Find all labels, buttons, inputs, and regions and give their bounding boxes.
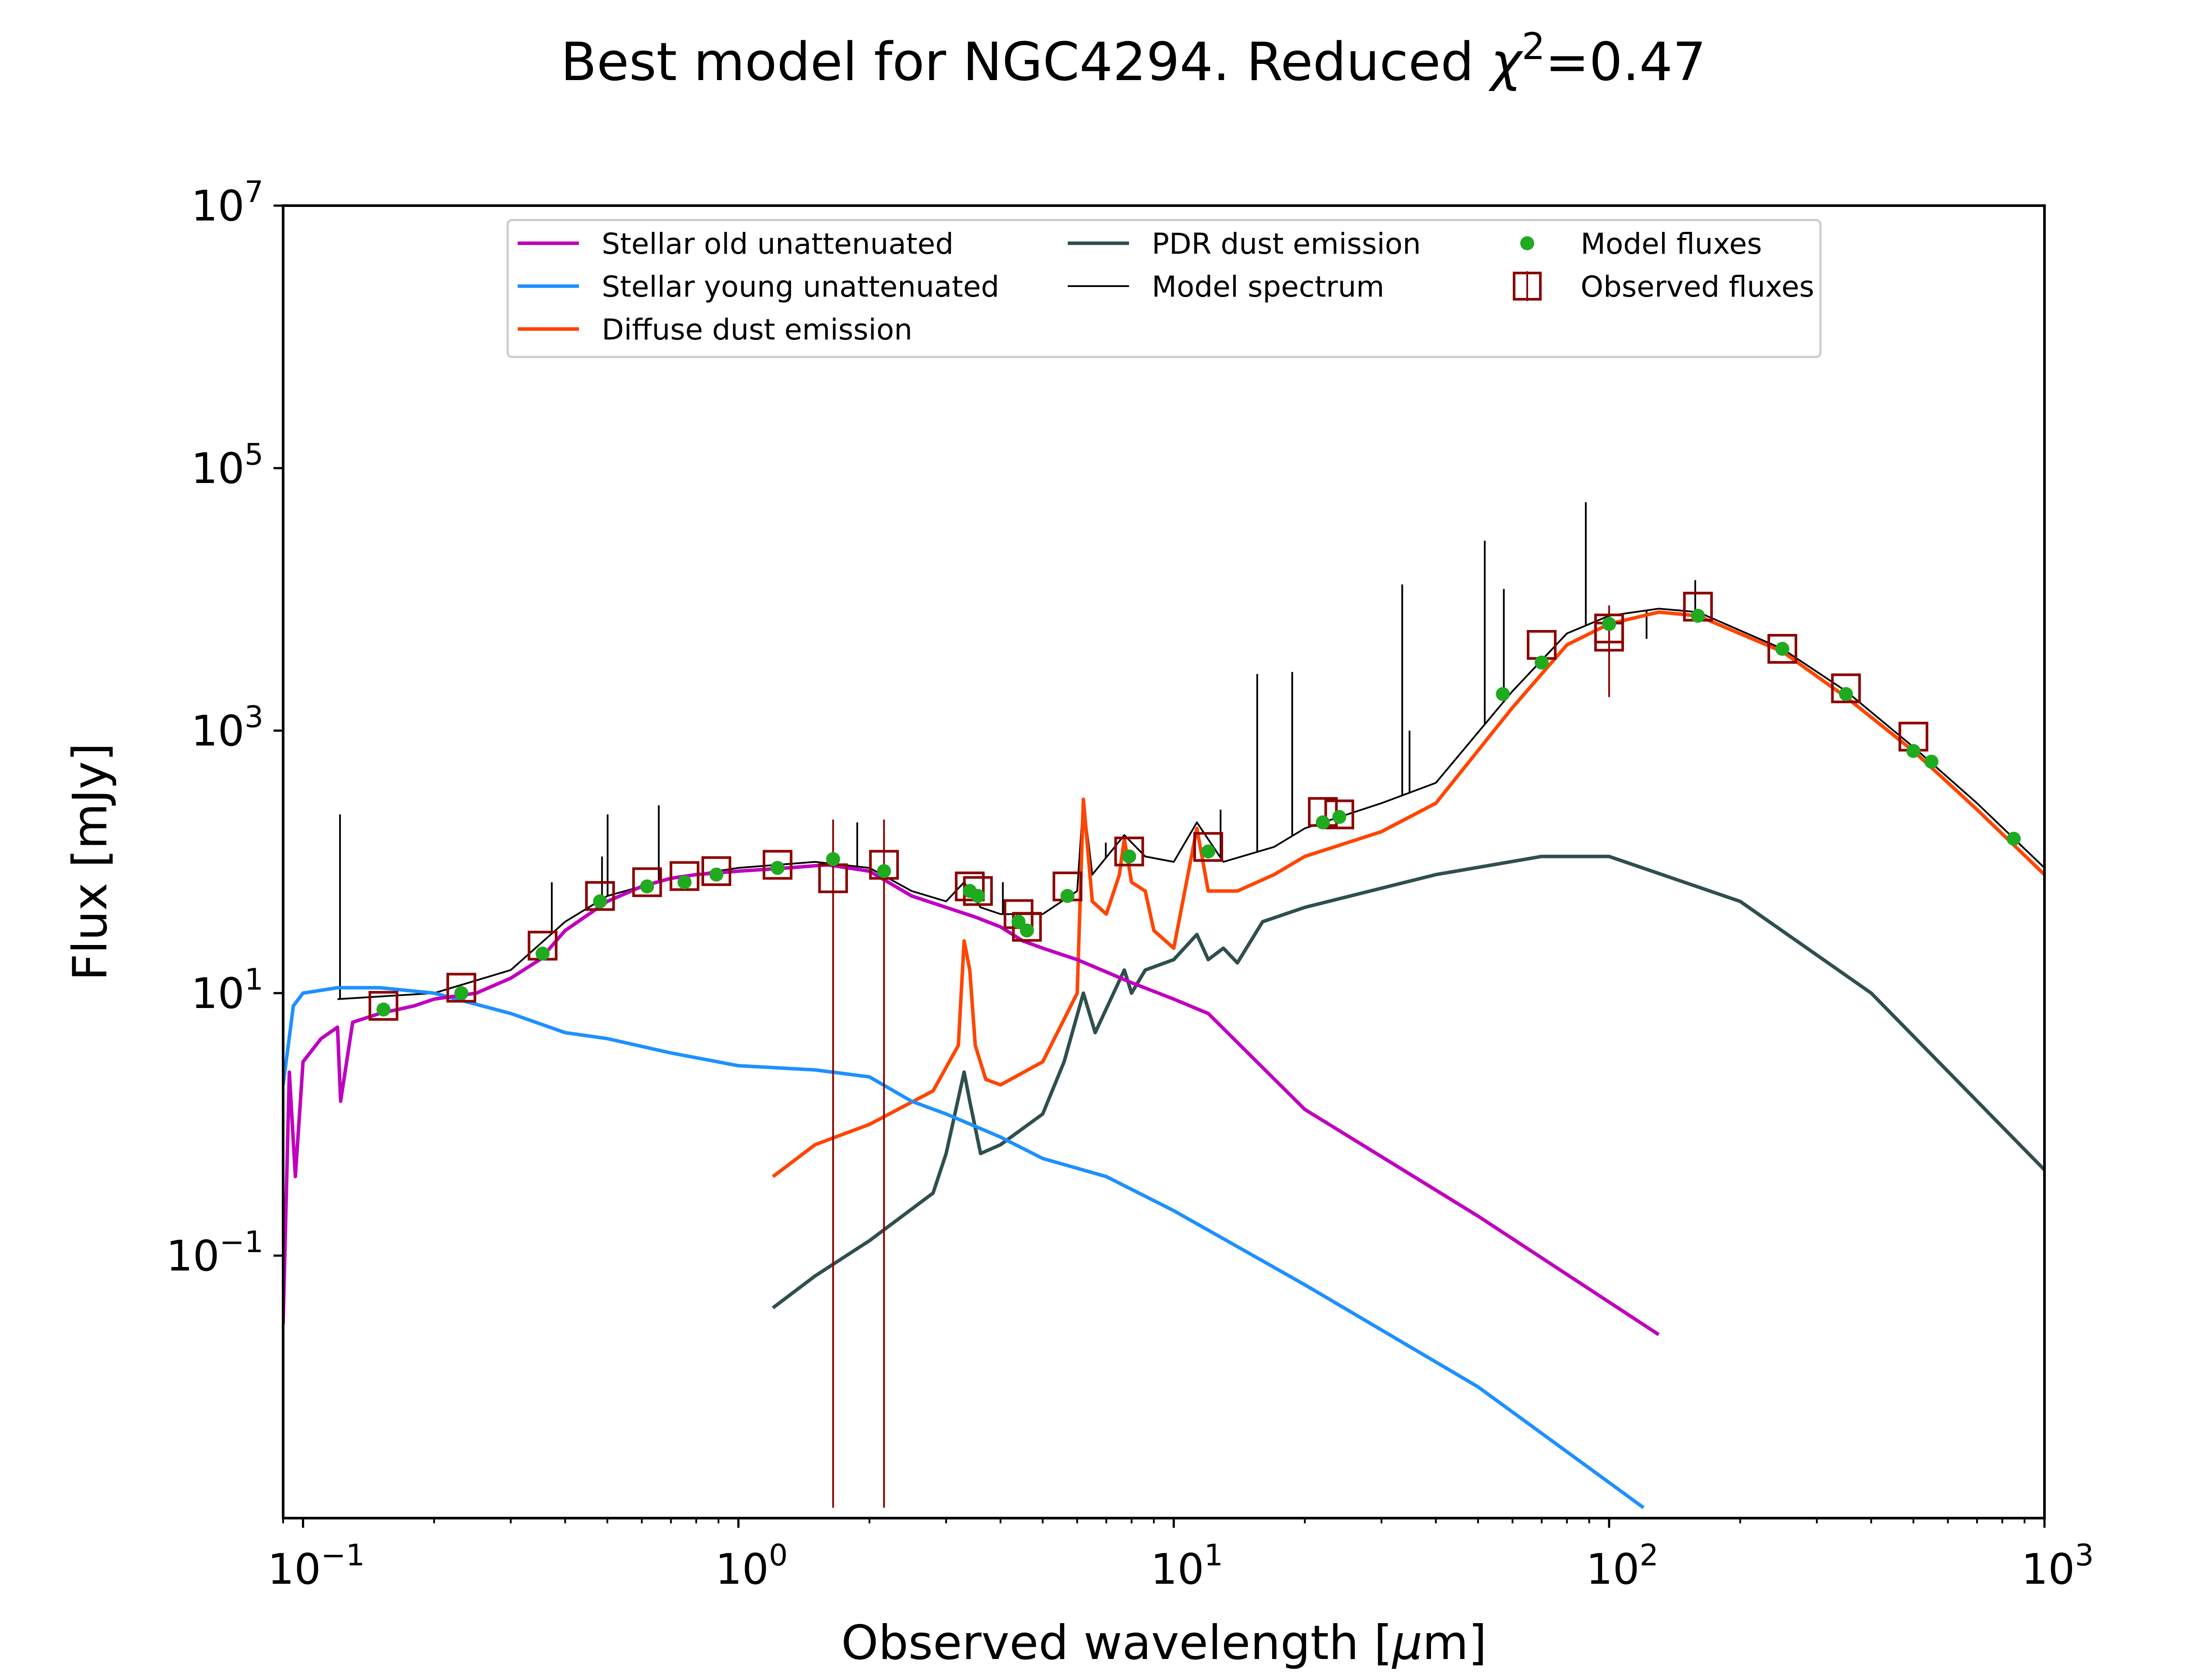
legend-swatch — [1520, 236, 1534, 250]
series-stellar-young-unattenuated — [283, 986, 1645, 1509]
x-tick-label: 101 — [1151, 1538, 1223, 1594]
model-flux-point — [1602, 617, 1616, 631]
y-tick-label: 107 — [191, 175, 263, 231]
model-flux-point — [1060, 889, 1075, 903]
model-flux-point — [709, 868, 724, 882]
plot-frame — [282, 204, 2046, 1519]
y-tick-label: 101 — [191, 962, 263, 1018]
series-pdr-dust-emission — [771, 854, 2044, 1309]
model-flux-point — [1020, 923, 1034, 938]
legend-item-model-fluxes: Model fluxes — [1520, 227, 1762, 261]
legend-item-stellar-young-unattenuated: Stellar young unattenuated — [518, 270, 999, 304]
x-tick-label: 10−1 — [267, 1538, 365, 1594]
model-flux-point — [877, 864, 891, 878]
model-flux-point — [1691, 609, 1705, 623]
y-axis: 10−1 101 103 105 107 — [166, 175, 283, 1281]
model-flux-point — [1332, 810, 1346, 824]
model-flux-point — [640, 879, 654, 894]
model-flux-point — [971, 889, 985, 903]
model-flux-point — [454, 986, 469, 1000]
y-axis-label: Flux [mJy] — [63, 743, 118, 981]
model-flux-point — [2006, 832, 2021, 846]
x-tick-label: 102 — [1586, 1538, 1658, 1594]
model-flux-point — [1906, 744, 1921, 758]
model-flux-point — [1201, 844, 1216, 859]
model-flux-point — [770, 861, 785, 875]
model-flux-point — [1924, 754, 1939, 769]
legend-item-diffuse-dust-emission: Diffuse dust emission — [518, 313, 912, 346]
x-axis: 10−1 100 101 102 103 — [267, 1518, 2094, 1594]
observed-flux-square — [869, 850, 899, 880]
legend-item-stellar-old-unattenuated: Stellar old unattenuated — [518, 227, 954, 261]
model-flux-point — [1122, 849, 1136, 864]
model-flux-point — [1315, 815, 1330, 830]
legend: Stellar old unattenuated Stellar young un… — [506, 219, 1822, 358]
x-tick-label: 103 — [2021, 1538, 2093, 1594]
legend-item-model-spectrum: Model spectrum — [1068, 270, 1384, 304]
chart-title: Best model for NGC4294. Reduced χ2=0.47 — [561, 25, 1706, 93]
legend-label: Stellar young unattenuated — [602, 270, 999, 304]
legend-label: PDR dust emission — [1152, 227, 1421, 261]
observed-flux-square — [585, 881, 615, 911]
series-diffuse-dust-emission — [771, 610, 2044, 1178]
legend-box — [506, 219, 1822, 358]
observed-flux-square — [446, 973, 477, 1003]
model-flux-point — [535, 946, 550, 961]
legend-label: Diffuse dust emission — [602, 313, 912, 346]
model-flux-point — [826, 852, 840, 866]
observed-flux-square — [1012, 912, 1042, 942]
model-flux-point — [677, 875, 692, 889]
observed-flux-square — [762, 850, 792, 880]
observed-flux-square — [1324, 799, 1354, 830]
observed-flux-square — [1193, 832, 1224, 862]
y-tick-label: 103 — [191, 700, 263, 756]
observed-flux-square — [1114, 836, 1144, 867]
legend-label: Model fluxes — [1581, 227, 1762, 261]
x-tick-label: 100 — [715, 1538, 788, 1594]
series-model-spectrum — [337, 608, 2044, 1000]
model-flux-point — [593, 894, 607, 909]
observed-flux-square — [1767, 634, 1798, 664]
model-flux-point — [376, 1002, 391, 1017]
y-tick-label: 105 — [191, 438, 263, 493]
observed-flux-square — [955, 872, 985, 902]
observed-flux-square — [670, 861, 700, 891]
x-axis-label: Observed wavelength [μm] — [841, 1616, 1487, 1670]
observed-flux-square — [368, 991, 399, 1021]
observed-flux-square — [1831, 673, 1861, 704]
model-flux-point — [1496, 687, 1510, 701]
observed-flux-square — [701, 856, 732, 886]
legend-label: Observed fluxes — [1581, 270, 1814, 304]
legend-item-observed-fluxes: Observed fluxes — [1513, 270, 1814, 304]
legend-item-pdr-dust-emission: PDR dust emission — [1068, 227, 1421, 261]
legend-label: Stellar old unattenuated — [602, 227, 954, 261]
y-tick-label: 10−1 — [166, 1225, 263, 1281]
model-flux-point — [1775, 642, 1790, 656]
model-flux-point — [1839, 687, 1853, 701]
legend-swatch — [1513, 272, 1542, 301]
model-flux-point — [1535, 655, 1549, 670]
legend-label: Model spectrum — [1152, 270, 1384, 304]
model-flux-point — [1011, 914, 1026, 929]
observed-flux-square — [632, 867, 662, 897]
